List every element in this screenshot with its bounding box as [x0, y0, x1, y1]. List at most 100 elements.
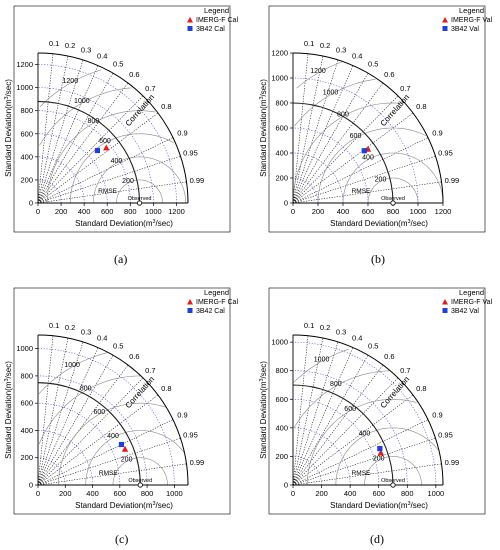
y-tick-label: 600 [20, 399, 33, 408]
observed-arc [37, 382, 141, 486]
y-tick-label: 1000 [271, 338, 288, 347]
taylor-panel-3: 200 400 600 800 1000 00 200 200 400 400 600 600 800 8… [4, 287, 238, 515]
y-axis-label: Standard Deviation(m3/sec) [4, 79, 13, 177]
corr-tick-label: 0.3 [336, 327, 346, 336]
corr-tick-label: 0.8 [161, 384, 171, 393]
corr-tick-label: 0.95 [183, 430, 198, 439]
corr-line-0.1 [37, 335, 54, 486]
corr-tick-label: 0.9 [432, 129, 442, 138]
correlation-title: Correlation [124, 93, 157, 128]
rmse-label: 1000 [74, 98, 90, 105]
rmse-arc-600 [70, 133, 175, 203]
corr-tick-label: 0.2 [65, 41, 75, 50]
corr-tick-label: 0.1 [304, 321, 314, 330]
legend-marker [187, 26, 193, 31]
corr-tick-label: 0.9 [177, 129, 187, 138]
y-tick-label: 800 [20, 371, 33, 380]
rmse-arc-200 [364, 456, 422, 485]
rmse-arc-800 [38, 375, 141, 445]
corr-tick-label: 0.1 [304, 39, 314, 48]
rmse-arc-1000 [38, 352, 108, 395]
corr-tick-label: 0.99 [445, 176, 460, 185]
panel-frame [268, 5, 486, 233]
rmse-arc-400 [335, 427, 439, 485]
y-tick-label: 1000 [16, 83, 33, 92]
corr-tick-label: 0.95 [438, 148, 453, 157]
corr-line-0.9 [292, 419, 429, 486]
corr-tick-label: 0.8 [161, 102, 171, 111]
taylor-panel-2: 200 400 600 800 1000 1200 00 200 200 400 400 600 600… [259, 5, 493, 233]
corr-tick-label: 0.5 [368, 60, 378, 69]
corr-line-0.3 [292, 59, 339, 204]
observed-label: Observed [128, 478, 152, 484]
observed-label: Observed [381, 478, 405, 484]
observed-label: Observed [381, 196, 405, 202]
legend-entry: 3B42 Cal [196, 308, 225, 315]
sd-arc-400 [37, 430, 93, 486]
rmse-title: RMSE [98, 188, 117, 195]
y-tick-label: 200 [275, 452, 288, 461]
x-tick-label: 600 [101, 207, 114, 216]
y-tick-label: 0 [284, 481, 288, 490]
corr-line-0.4 [292, 65, 354, 204]
corr-tick-label: 0.95 [438, 430, 453, 439]
legend-marker [442, 17, 448, 23]
outer-arc [292, 334, 444, 486]
corr-line-0.8 [37, 394, 159, 486]
corr-tick-label: 0.8 [416, 102, 426, 111]
x-tick-label: 1000 [428, 489, 445, 498]
rmse-label: 600 [350, 133, 362, 140]
sd-arc-1000 [292, 77, 419, 204]
corr-line-0.5 [37, 354, 114, 486]
outer-arc [292, 52, 444, 204]
correlation-title: Correlation [379, 93, 412, 128]
corr-line-0.9 [292, 137, 429, 204]
corr-line-0.2 [292, 55, 324, 204]
x-tick-label: 400 [78, 207, 91, 216]
observed-arc [37, 100, 141, 204]
data-point-0 [121, 445, 129, 452]
corr-line-0.6 [292, 364, 384, 486]
rmse-label: 400 [362, 155, 374, 162]
taylor-panel-1: 200 400 600 800 1000 1200 00 200 200 400 400 600 600… [4, 5, 238, 233]
sd-arc-1200 [292, 52, 444, 204]
legend-entry: IMERG-F Val [451, 17, 493, 24]
sd-arc-800 [292, 370, 408, 486]
data-point-0 [103, 144, 110, 151]
x-tick-label: 600 [372, 489, 385, 498]
corr-line-0.7 [37, 377, 144, 486]
rmse-label: 400 [359, 431, 371, 438]
x-tick-label: 600 [114, 489, 127, 498]
legend-entry: IMERG-F Cal [196, 299, 238, 306]
rmse-arc-1000 [39, 87, 132, 146]
taylor-panel-4: 200 400 600 800 1000 00 200 200 400 400 600 600 800 8… [259, 287, 493, 515]
sd-arc-1200 [37, 64, 177, 204]
corr-tick-label: 0.4 [352, 333, 362, 342]
rmse-arc-800 [292, 102, 404, 204]
data-point-1 [118, 441, 125, 448]
sd-arc-800 [37, 375, 148, 486]
rmse-label: 200 [122, 178, 134, 185]
corr-tick-label: 0.4 [352, 51, 362, 60]
rmse-title: RMSE [352, 188, 371, 195]
observed-arc [292, 384, 394, 486]
x-tick-label: 0 [291, 489, 295, 498]
rmse-label: 200 [121, 456, 133, 463]
rmse-label: 200 [373, 455, 385, 462]
corr-line-0.8 [292, 394, 414, 486]
corr-tick-label: 0.3 [336, 45, 346, 54]
rmse-label: 1200 [310, 68, 326, 75]
corr-tick-label: 0.6 [129, 70, 139, 79]
y-tick-label: 200 [20, 175, 33, 184]
corr-tick-label: 0.99 [190, 458, 205, 467]
corr-line-0.4 [37, 347, 99, 486]
legend-title: Legend [204, 288, 229, 297]
legend-title: Legend [459, 6, 484, 15]
y-tick-label: 0 [29, 481, 33, 490]
y-tick-label: 200 [20, 453, 33, 462]
legend-title: Legend [459, 288, 484, 297]
y-tick-label: 600 [275, 395, 288, 404]
corr-line-0.95 [292, 155, 436, 204]
x-tick-label: 600 [362, 207, 375, 216]
